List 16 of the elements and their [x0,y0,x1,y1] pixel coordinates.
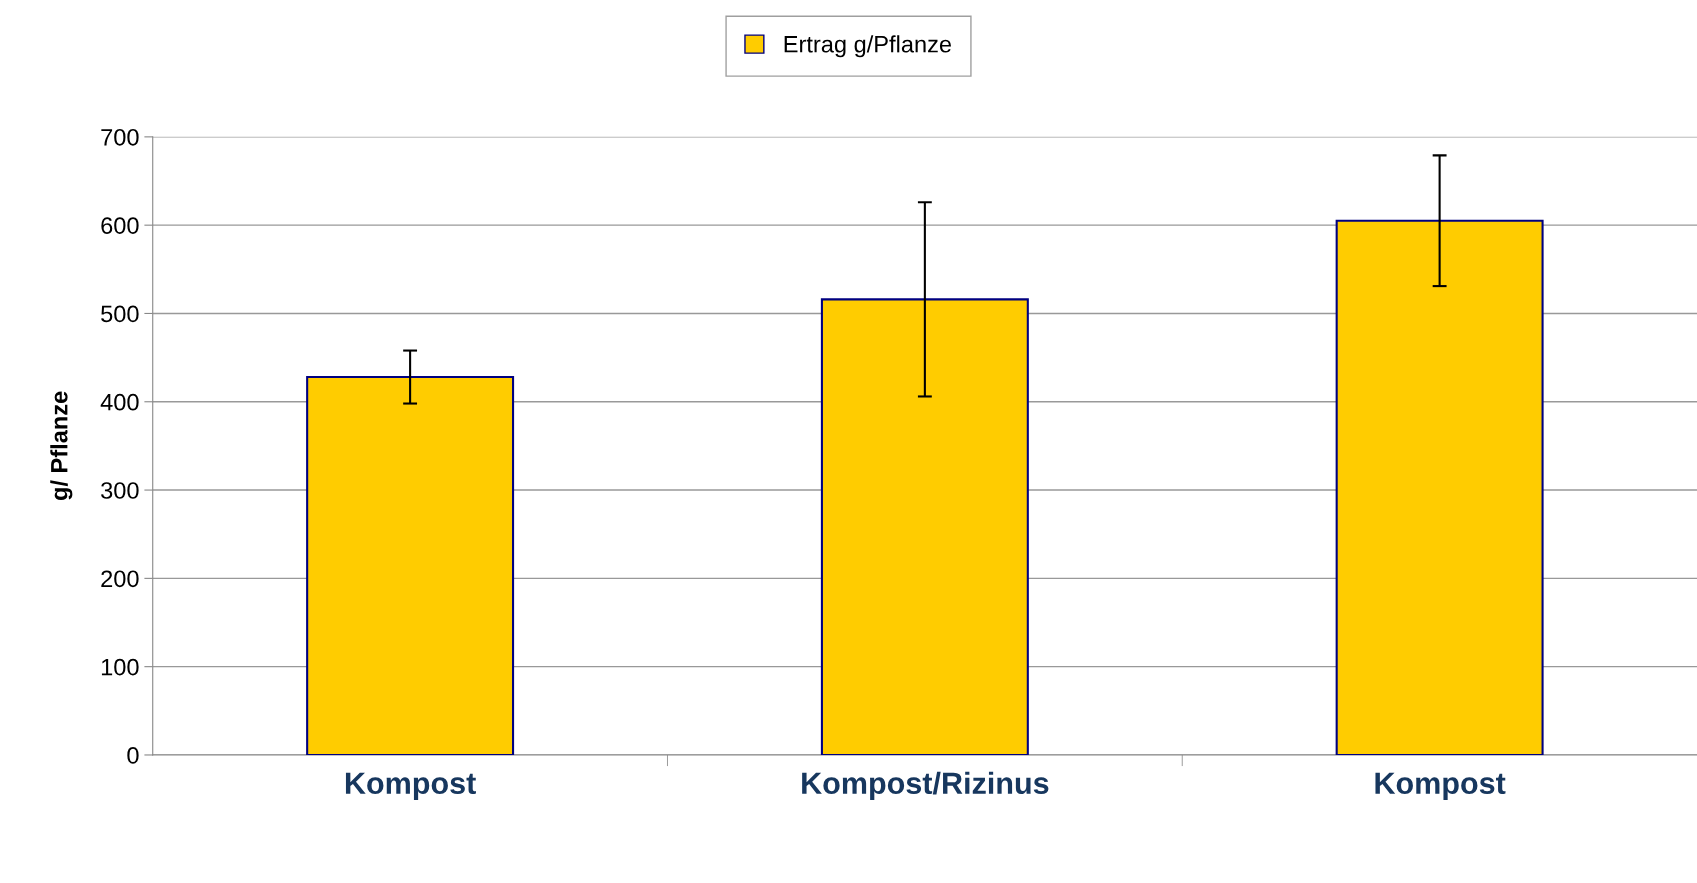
bar [306,376,515,755]
x-tick-label: Kompost/Rizinus [802,771,1049,801]
y-tick-label: 300 [101,482,139,499]
bar [1335,219,1544,755]
y-tick-label: 200 [101,570,139,588]
y-tick-label: 500 [101,305,139,323]
bar [820,298,1029,755]
y-tick-label: 700 [101,128,139,146]
y-tick-label: 0 [127,747,139,764]
y-tick-label: 600 [101,217,139,234]
x-tick-label: Kompost [1375,772,1506,801]
x-tick-label: Kompost [345,772,476,801]
y-tick-label: 400 [100,393,139,411]
y-axis-title: g/ Pflanze [50,391,73,501]
y-tick-label: 100 [101,658,139,676]
legend-label: Ertrag g/Pflanze [784,35,951,58]
